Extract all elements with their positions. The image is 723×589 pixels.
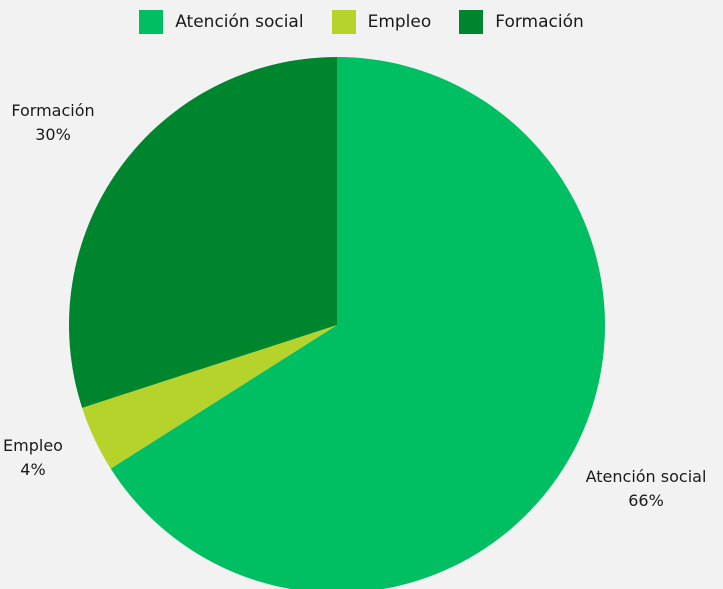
pie-slices xyxy=(68,57,605,589)
legend-swatch-atencion-social xyxy=(139,10,164,34)
legend-swatch-formacion xyxy=(459,10,484,34)
slice-label-formacion: Formación xyxy=(11,101,94,120)
legend-label-atencion-social: Atención social xyxy=(175,12,304,32)
legend-item-empleo: Empleo xyxy=(331,10,432,34)
slice-value-atencion-social: 66% xyxy=(628,491,664,510)
legend-label-empleo: Empleo xyxy=(367,12,432,32)
legend-item-formacion: Formación xyxy=(459,10,584,34)
legend-label-formacion: Formación xyxy=(495,12,584,32)
slice-label-atencion-social: Atención social xyxy=(586,467,707,486)
pie-slice-empleo xyxy=(82,325,337,469)
legend-swatch-empleo xyxy=(331,10,356,34)
slice-value-empleo: 4% xyxy=(20,460,45,479)
pie-slice-formacion xyxy=(68,57,338,408)
pie-labels: Atención social 66% Empleo 4% Formación 30% xyxy=(3,101,706,510)
pie-slice-atencion-social xyxy=(110,57,605,589)
slice-label-empleo: Empleo xyxy=(3,436,63,455)
slice-value-formacion: 30% xyxy=(35,125,71,144)
legend: Atención social Empleo Formación xyxy=(0,10,723,34)
legend-item-atencion-social: Atención social xyxy=(139,10,304,34)
